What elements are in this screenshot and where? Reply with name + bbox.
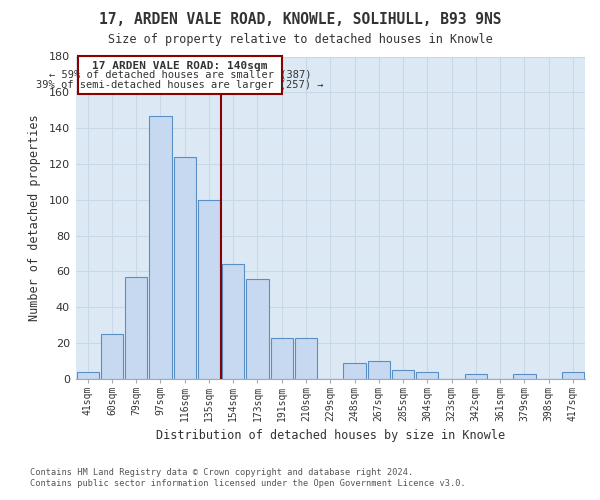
Bar <box>149 116 172 379</box>
Text: 17, ARDEN VALE ROAD, KNOWLE, SOLIHULL, B93 9NS: 17, ARDEN VALE ROAD, KNOWLE, SOLIHULL, B… <box>99 12 501 28</box>
Bar <box>198 200 220 379</box>
Bar <box>247 278 269 379</box>
Bar <box>271 338 293 379</box>
Bar <box>295 338 317 379</box>
Y-axis label: Number of detached properties: Number of detached properties <box>28 114 41 321</box>
Bar <box>513 374 536 379</box>
Bar <box>368 361 390 379</box>
Bar <box>77 372 99 379</box>
Bar <box>78 56 282 94</box>
Bar <box>464 374 487 379</box>
Bar <box>222 264 244 379</box>
Bar <box>125 277 148 379</box>
Bar <box>562 372 584 379</box>
Bar <box>416 372 439 379</box>
Bar <box>392 370 414 379</box>
X-axis label: Distribution of detached houses by size in Knowle: Distribution of detached houses by size … <box>156 430 505 442</box>
Text: 39% of semi-detached houses are larger (257) →: 39% of semi-detached houses are larger (… <box>36 80 323 90</box>
Text: Size of property relative to detached houses in Knowle: Size of property relative to detached ho… <box>107 32 493 46</box>
Text: 17 ARDEN VALE ROAD: 140sqm: 17 ARDEN VALE ROAD: 140sqm <box>92 61 268 71</box>
Text: Contains HM Land Registry data © Crown copyright and database right 2024.
Contai: Contains HM Land Registry data © Crown c… <box>30 468 466 487</box>
Text: ← 59% of detached houses are smaller (387): ← 59% of detached houses are smaller (38… <box>49 70 311 80</box>
Bar <box>343 363 365 379</box>
Bar <box>173 157 196 379</box>
Bar <box>101 334 123 379</box>
